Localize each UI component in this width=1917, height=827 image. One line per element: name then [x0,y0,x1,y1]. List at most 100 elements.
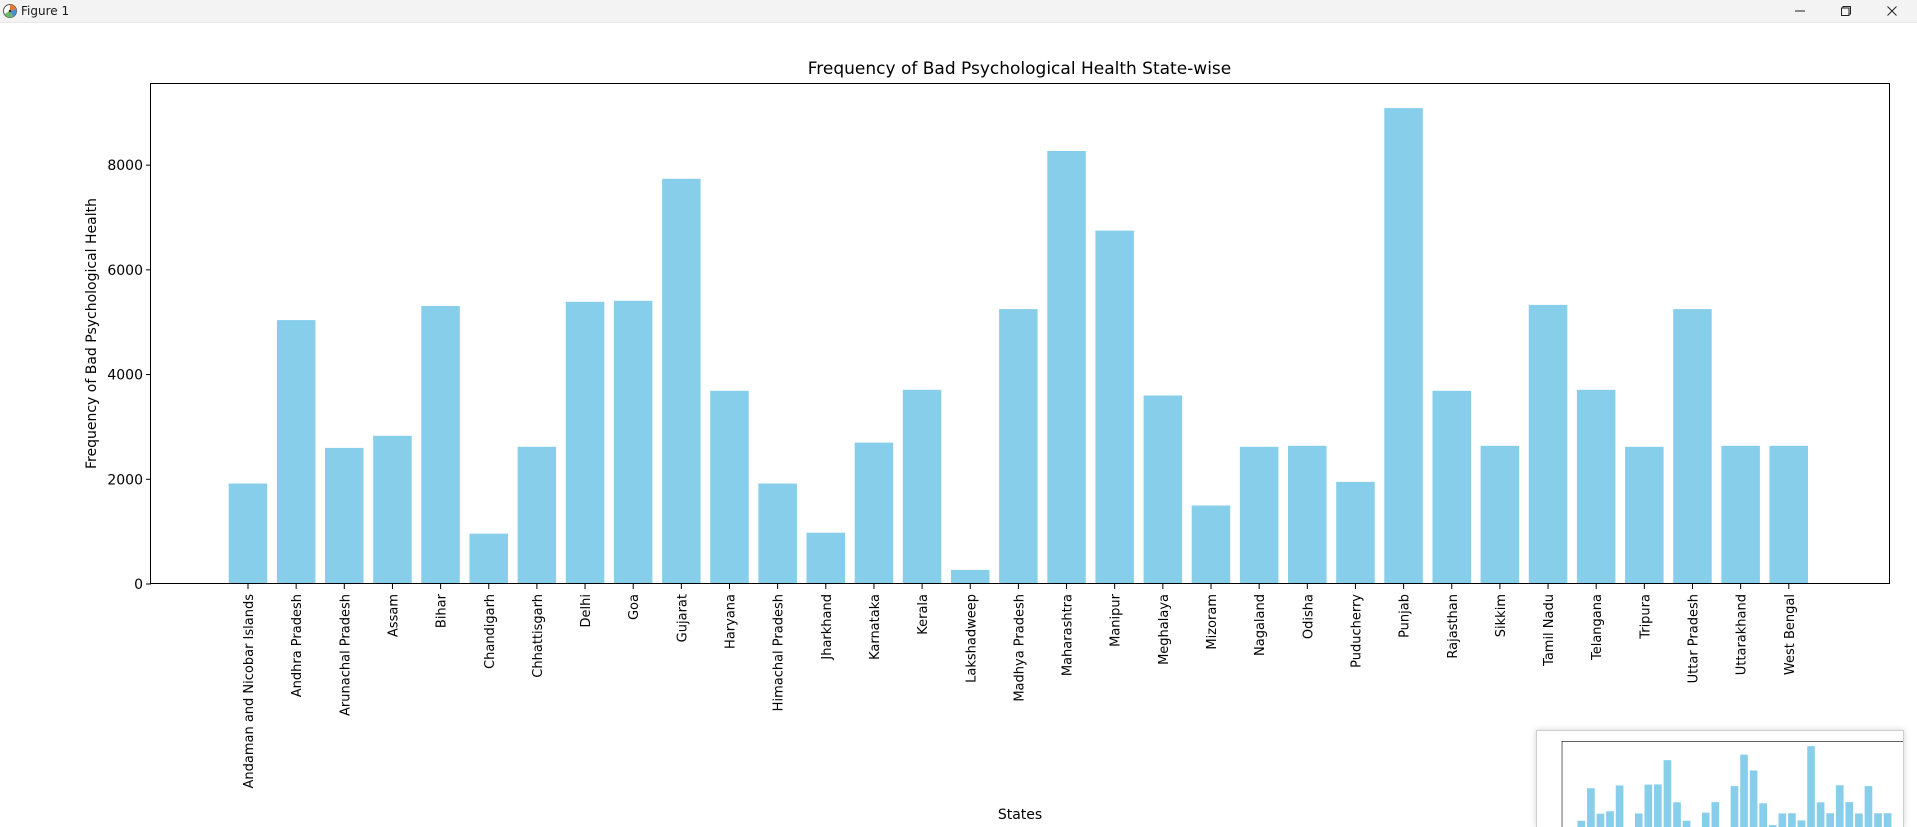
bar-arunachal-pradesh [325,447,364,584]
bar-jharkhand [806,532,845,584]
x-tick-label: Andhra Pradesh [290,594,305,697]
close-button[interactable] [1869,0,1915,22]
x-tick-label: Odisha [1301,594,1316,639]
bar-punjab [1384,108,1423,584]
bar-uttar-pradesh [1673,309,1712,584]
window-title: Figure 1 [21,4,70,18]
bar-tamil-nadu [1528,304,1568,584]
thumbnail-bar [1615,785,1624,827]
bar-chart: Frequency of Bad Psychological Health St… [84,59,1890,823]
bars-group [228,108,1808,585]
thumbnail-bar [1749,770,1758,827]
x-tick-label: Punjab [1398,594,1413,638]
x-tick-label: Uttar Pradesh [1687,594,1702,683]
bar-chhattisgarh [517,446,557,584]
y-tick-label: 4000 [107,368,143,384]
bar-andaman-and-nicobar-islands [228,483,268,584]
thumbnail-bar [1711,802,1720,827]
bar-nagaland [1239,446,1279,584]
bar-gujarat [662,178,701,585]
bar-haryana [710,390,749,584]
thumbnail-bar [1826,813,1835,827]
x-tick-label: Nagaland [1253,594,1268,656]
bar-mizoram [1191,505,1231,584]
bar-west-bengal [1769,445,1808,584]
x-tick-label: Manipur [1109,593,1124,647]
title-bar[interactable]: Figure 1 [0,0,1917,23]
thumbnail-bar [1759,803,1768,827]
bar-madhya-pradesh [999,309,1038,584]
matplotlib-figure-icon [3,4,17,18]
thumbnail-bar [1587,788,1595,827]
x-axis: Andaman and Nicobar Islands Andhra Prades… [242,584,1798,789]
thumbnail-axes-frame [1561,741,1903,827]
x-tick-label: Assam [386,594,401,637]
bar-himachal-pradesh [758,483,797,584]
x-tick-label: Jharkhand [820,594,835,661]
y-tick-label: 2000 [107,472,143,488]
x-tick-label: Chhattisgarh [531,594,546,678]
y-tick-label: 6000 [107,263,143,279]
y-tick-label: 0 [134,577,143,593]
x-tick-label: Uttarakhand [1735,594,1750,675]
x-tick-label: Telangana [1590,594,1605,661]
bar-delhi [565,301,605,584]
x-tick-label: Tamil Nadu [1542,594,1557,667]
bar-lakshadweep [951,569,990,584]
x-tick-label: Goa [627,594,642,620]
thumbnail-bar [1864,786,1873,827]
bar-andhra-pradesh [276,320,316,584]
x-tick-label: Tripura [1638,594,1653,640]
bar-rajasthan [1432,390,1471,584]
thumbnail-bar [1606,811,1614,827]
y-axis-label: Frequency of Bad Psychological Health [84,198,100,469]
thumbnail-bar [1577,820,1586,827]
thumbnail-bar [1634,813,1643,827]
thumbnail-bar [1778,813,1787,827]
thumbnail-bar [1788,813,1796,827]
thumbnail-bar [1663,760,1672,827]
y-tick-label: 8000 [107,158,143,174]
x-tick-label: Himachal Pradesh [772,594,787,711]
x-tick-label: Maharashtra [1061,594,1076,676]
bar-kerala [902,389,942,584]
thumbnail-bar [1701,812,1710,827]
thumbnail-bar [1797,820,1806,827]
bar-goa [613,300,653,584]
x-tick-label: Rajasthan [1446,594,1461,659]
axes-frame [150,83,1890,584]
bar-odisha [1288,445,1327,584]
thumbnail-bar [1682,820,1691,827]
bar-uttarakhand [1721,445,1760,584]
maximize-button[interactable] [1823,0,1869,22]
thumbnail-bar [1845,802,1854,827]
thumbnail-chart [1561,741,1903,827]
bar-meghalaya [1143,395,1183,584]
bar-puducherry [1336,481,1375,584]
minimize-button[interactable] [1777,0,1823,22]
bar-chandigarh [469,533,508,584]
x-tick-label: Gujarat [675,594,690,642]
thumbnail-bar [1740,754,1748,827]
x-tick-label: Madhya Pradesh [1012,594,1027,702]
x-tick-label: Lakshadweep [964,594,979,683]
thumbnail-bar [1673,802,1681,827]
x-tick-label: Mizoram [1205,594,1220,650]
x-tick-label: West Bengal [1783,594,1798,675]
x-tick-label: Haryana [724,594,739,649]
x-tick-label: Arunachal Pradesh [338,594,353,716]
figure-canvas[interactable]: Frequency of Bad Psychological Health St… [0,22,1917,827]
thumbnail-bar [1807,746,1815,827]
thumbnail-bar [1883,813,1892,827]
y-axis: 0 2000 4000 6000 8000 [107,158,151,593]
bar-tripura [1625,446,1664,584]
thumbnail-bar [1596,813,1605,827]
x-tick-label: Andaman and Nicobar Islands [242,594,257,789]
bar-manipur [1095,230,1134,584]
close-icon [1887,6,1897,16]
bar-sikkim [1480,445,1520,584]
taskbar-preview-thumbnail[interactable] [1536,730,1904,827]
thumbnail-bar [1855,813,1863,827]
thumbnail-bar [1874,813,1882,827]
